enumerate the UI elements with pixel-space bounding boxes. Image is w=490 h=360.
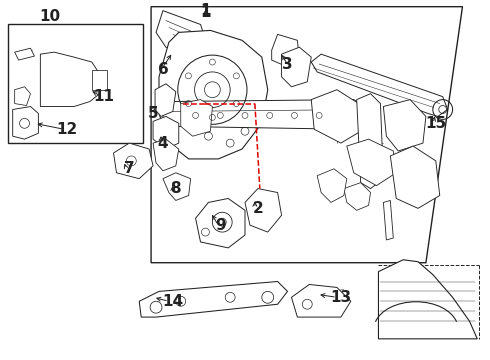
Text: 12: 12 xyxy=(56,122,78,137)
Polygon shape xyxy=(15,48,34,60)
Polygon shape xyxy=(292,284,351,317)
Polygon shape xyxy=(357,94,383,189)
Polygon shape xyxy=(347,139,396,186)
Text: 9: 9 xyxy=(215,218,225,233)
Polygon shape xyxy=(391,146,440,208)
Polygon shape xyxy=(139,282,288,317)
Polygon shape xyxy=(383,100,426,151)
Text: 1: 1 xyxy=(200,3,211,18)
Polygon shape xyxy=(15,87,30,105)
Text: 5: 5 xyxy=(148,106,158,121)
Polygon shape xyxy=(92,70,107,90)
Polygon shape xyxy=(153,116,179,149)
Polygon shape xyxy=(40,52,99,107)
Polygon shape xyxy=(151,7,463,263)
Polygon shape xyxy=(8,24,143,143)
Polygon shape xyxy=(311,54,448,116)
Polygon shape xyxy=(311,90,361,143)
Polygon shape xyxy=(181,100,212,136)
Polygon shape xyxy=(163,100,376,129)
Text: 15: 15 xyxy=(425,116,446,131)
Text: 3: 3 xyxy=(282,57,293,72)
Polygon shape xyxy=(155,84,176,116)
Polygon shape xyxy=(153,139,179,171)
Text: 13: 13 xyxy=(330,290,351,305)
Polygon shape xyxy=(159,30,268,159)
Text: 4: 4 xyxy=(158,136,168,150)
Polygon shape xyxy=(271,34,299,67)
Polygon shape xyxy=(156,11,208,57)
Polygon shape xyxy=(317,169,347,202)
Text: 14: 14 xyxy=(162,294,183,309)
Polygon shape xyxy=(383,201,393,240)
Text: 8: 8 xyxy=(171,181,181,196)
Text: 6: 6 xyxy=(158,62,169,77)
Polygon shape xyxy=(13,107,38,139)
Text: 2: 2 xyxy=(252,201,263,216)
Polygon shape xyxy=(163,173,191,201)
Polygon shape xyxy=(245,189,282,232)
Polygon shape xyxy=(378,260,477,339)
Text: 7: 7 xyxy=(124,161,135,176)
Polygon shape xyxy=(114,143,153,179)
Polygon shape xyxy=(282,47,311,87)
Polygon shape xyxy=(196,198,245,248)
Text: 11: 11 xyxy=(93,89,114,104)
Text: 10: 10 xyxy=(40,9,61,24)
Polygon shape xyxy=(344,183,370,210)
Text: 1: 1 xyxy=(200,5,211,20)
